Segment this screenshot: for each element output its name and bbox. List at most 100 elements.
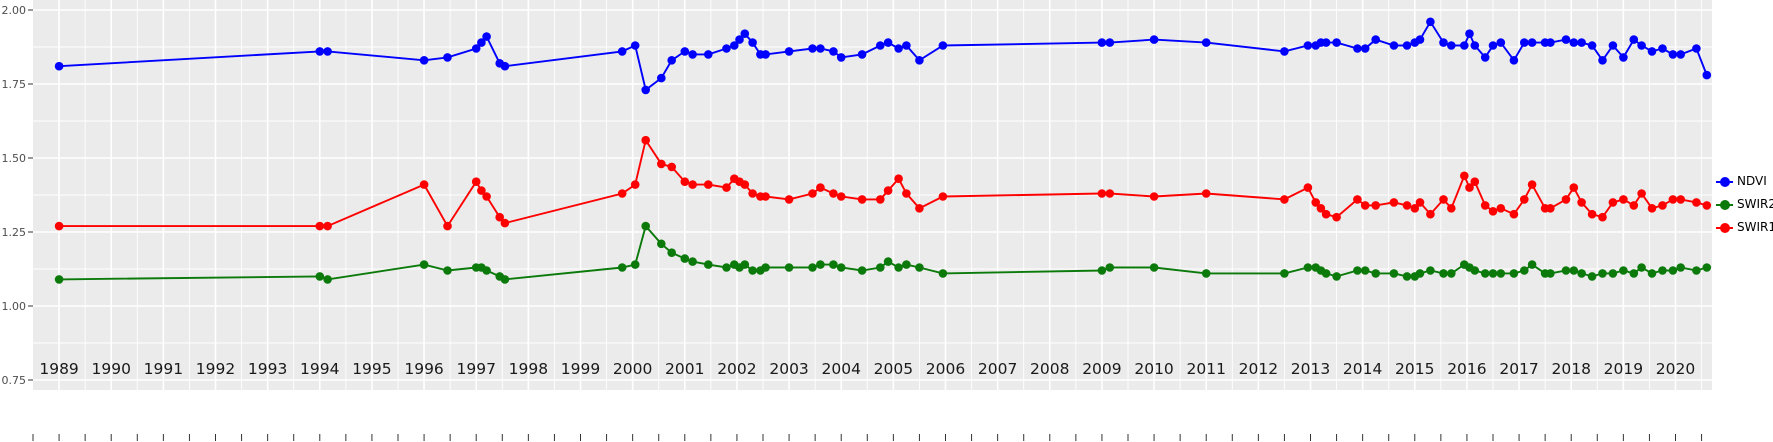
- point-swir2: [630, 260, 640, 269]
- point-swir2: [1647, 269, 1657, 278]
- x-tick-label: 1994: [300, 360, 339, 378]
- point-swir1: [1389, 198, 1399, 207]
- point-ndvi: [748, 38, 757, 47]
- point-swir1: [1353, 195, 1362, 204]
- point-swir1: [876, 195, 885, 204]
- point-ndvi: [1608, 41, 1618, 50]
- point-ndvi: [1201, 38, 1211, 47]
- point-swir2: [1097, 266, 1107, 275]
- point-swir1: [1647, 204, 1657, 213]
- point-ndvi: [1520, 38, 1529, 47]
- point-swir2: [323, 275, 332, 284]
- x-tick-label: 1999: [561, 360, 600, 378]
- x-tick-label: 2020: [1656, 360, 1695, 378]
- point-swir2: [722, 263, 731, 272]
- point-ndvi: [1439, 38, 1448, 47]
- x-tick-label: 2006: [926, 360, 965, 378]
- x-tick-label: 2008: [1030, 360, 1069, 378]
- legend-key-ndvi-icon: [1716, 173, 1733, 190]
- point-swir1: [915, 204, 924, 213]
- point-ndvi: [500, 61, 510, 71]
- x-tick-label: 2001: [665, 360, 704, 378]
- point-swir1: [1569, 183, 1579, 192]
- x-tick-label: 1995: [352, 360, 391, 378]
- x-tick-label: 1992: [196, 360, 235, 378]
- point-swir1: [883, 186, 893, 195]
- x-tick-label: 2017: [1499, 360, 1538, 378]
- point-swir2: [857, 266, 867, 275]
- point-swir2: [1692, 266, 1701, 275]
- point-swir1: [1587, 209, 1597, 219]
- x-tick-label: 2010: [1134, 360, 1173, 378]
- point-swir1: [617, 189, 627, 198]
- point-swir1: [1668, 195, 1678, 204]
- point-ndvi: [323, 47, 332, 56]
- point-swir2: [1637, 263, 1646, 272]
- point-swir1: [477, 186, 486, 195]
- point-swir2: [1587, 272, 1597, 281]
- point-ndvi: [1647, 47, 1657, 56]
- point-swir2: [680, 254, 690, 263]
- point-swir1: [1311, 198, 1320, 207]
- point-ndvi: [1389, 41, 1399, 50]
- point-swir2: [902, 260, 911, 269]
- point-ndvi: [1321, 38, 1331, 47]
- points-swir2: [54, 221, 1712, 284]
- y-tick-label: 1.50: [2, 152, 27, 165]
- point-swir2: [1447, 269, 1456, 278]
- x-tick-label: 2004: [821, 360, 860, 378]
- point-swir1: [816, 183, 825, 192]
- point-ndvi: [657, 73, 666, 83]
- point-ndvi: [902, 41, 911, 50]
- x-tick-label: 2011: [1186, 360, 1225, 378]
- x-tick-label: 1989: [39, 360, 78, 378]
- point-ndvi: [1509, 56, 1519, 65]
- point-swir2: [482, 266, 491, 275]
- point-swir2: [1415, 269, 1425, 278]
- point-ndvi: [1546, 38, 1555, 47]
- point-ndvi: [938, 41, 948, 50]
- point-swir1: [500, 218, 510, 228]
- point-ndvi: [1577, 38, 1586, 47]
- point-swir1: [419, 180, 429, 189]
- x-tick-label: 2000: [613, 360, 652, 378]
- point-swir1: [1480, 201, 1490, 210]
- point-swir1: [1598, 212, 1607, 222]
- point-swir2: [704, 260, 713, 269]
- point-swir1: [784, 195, 794, 204]
- point-swir2: [1598, 269, 1607, 278]
- point-ndvi: [1629, 35, 1639, 44]
- point-ndvi: [1587, 41, 1597, 50]
- point-ndvi: [688, 50, 697, 59]
- points-ndvi: [54, 17, 1712, 95]
- point-ndvi: [761, 50, 770, 59]
- point-ndvi: [1371, 35, 1380, 44]
- point-swir2: [1480, 269, 1490, 278]
- point-swir1: [1415, 198, 1425, 207]
- point-swir2: [836, 263, 846, 272]
- x-tick-label: 2012: [1239, 360, 1278, 378]
- point-swir2: [1353, 266, 1362, 275]
- point-ndvi: [722, 44, 731, 53]
- point-swir2: [667, 248, 676, 257]
- x-tick-label: 2014: [1343, 360, 1382, 378]
- point-ndvi: [477, 38, 486, 47]
- x-tick-label: 2002: [717, 360, 756, 378]
- point-ndvi: [883, 38, 893, 47]
- x-tick-label: 2019: [1604, 360, 1643, 378]
- point-swir2: [1569, 266, 1579, 275]
- point-ndvi: [1353, 44, 1362, 53]
- point-swir2: [1105, 263, 1115, 272]
- point-swir1: [1465, 183, 1474, 192]
- point-swir2: [1360, 266, 1370, 275]
- point-swir2: [748, 266, 757, 275]
- point-ndvi: [630, 41, 640, 50]
- point-swir2: [54, 275, 64, 284]
- point-ndvi: [894, 44, 903, 53]
- point-ndvi: [730, 41, 739, 50]
- point-swir1: [857, 195, 867, 204]
- grid-minor: [33, 0, 1712, 390]
- points-swir1: [54, 135, 1712, 231]
- point-ndvi: [1561, 35, 1571, 44]
